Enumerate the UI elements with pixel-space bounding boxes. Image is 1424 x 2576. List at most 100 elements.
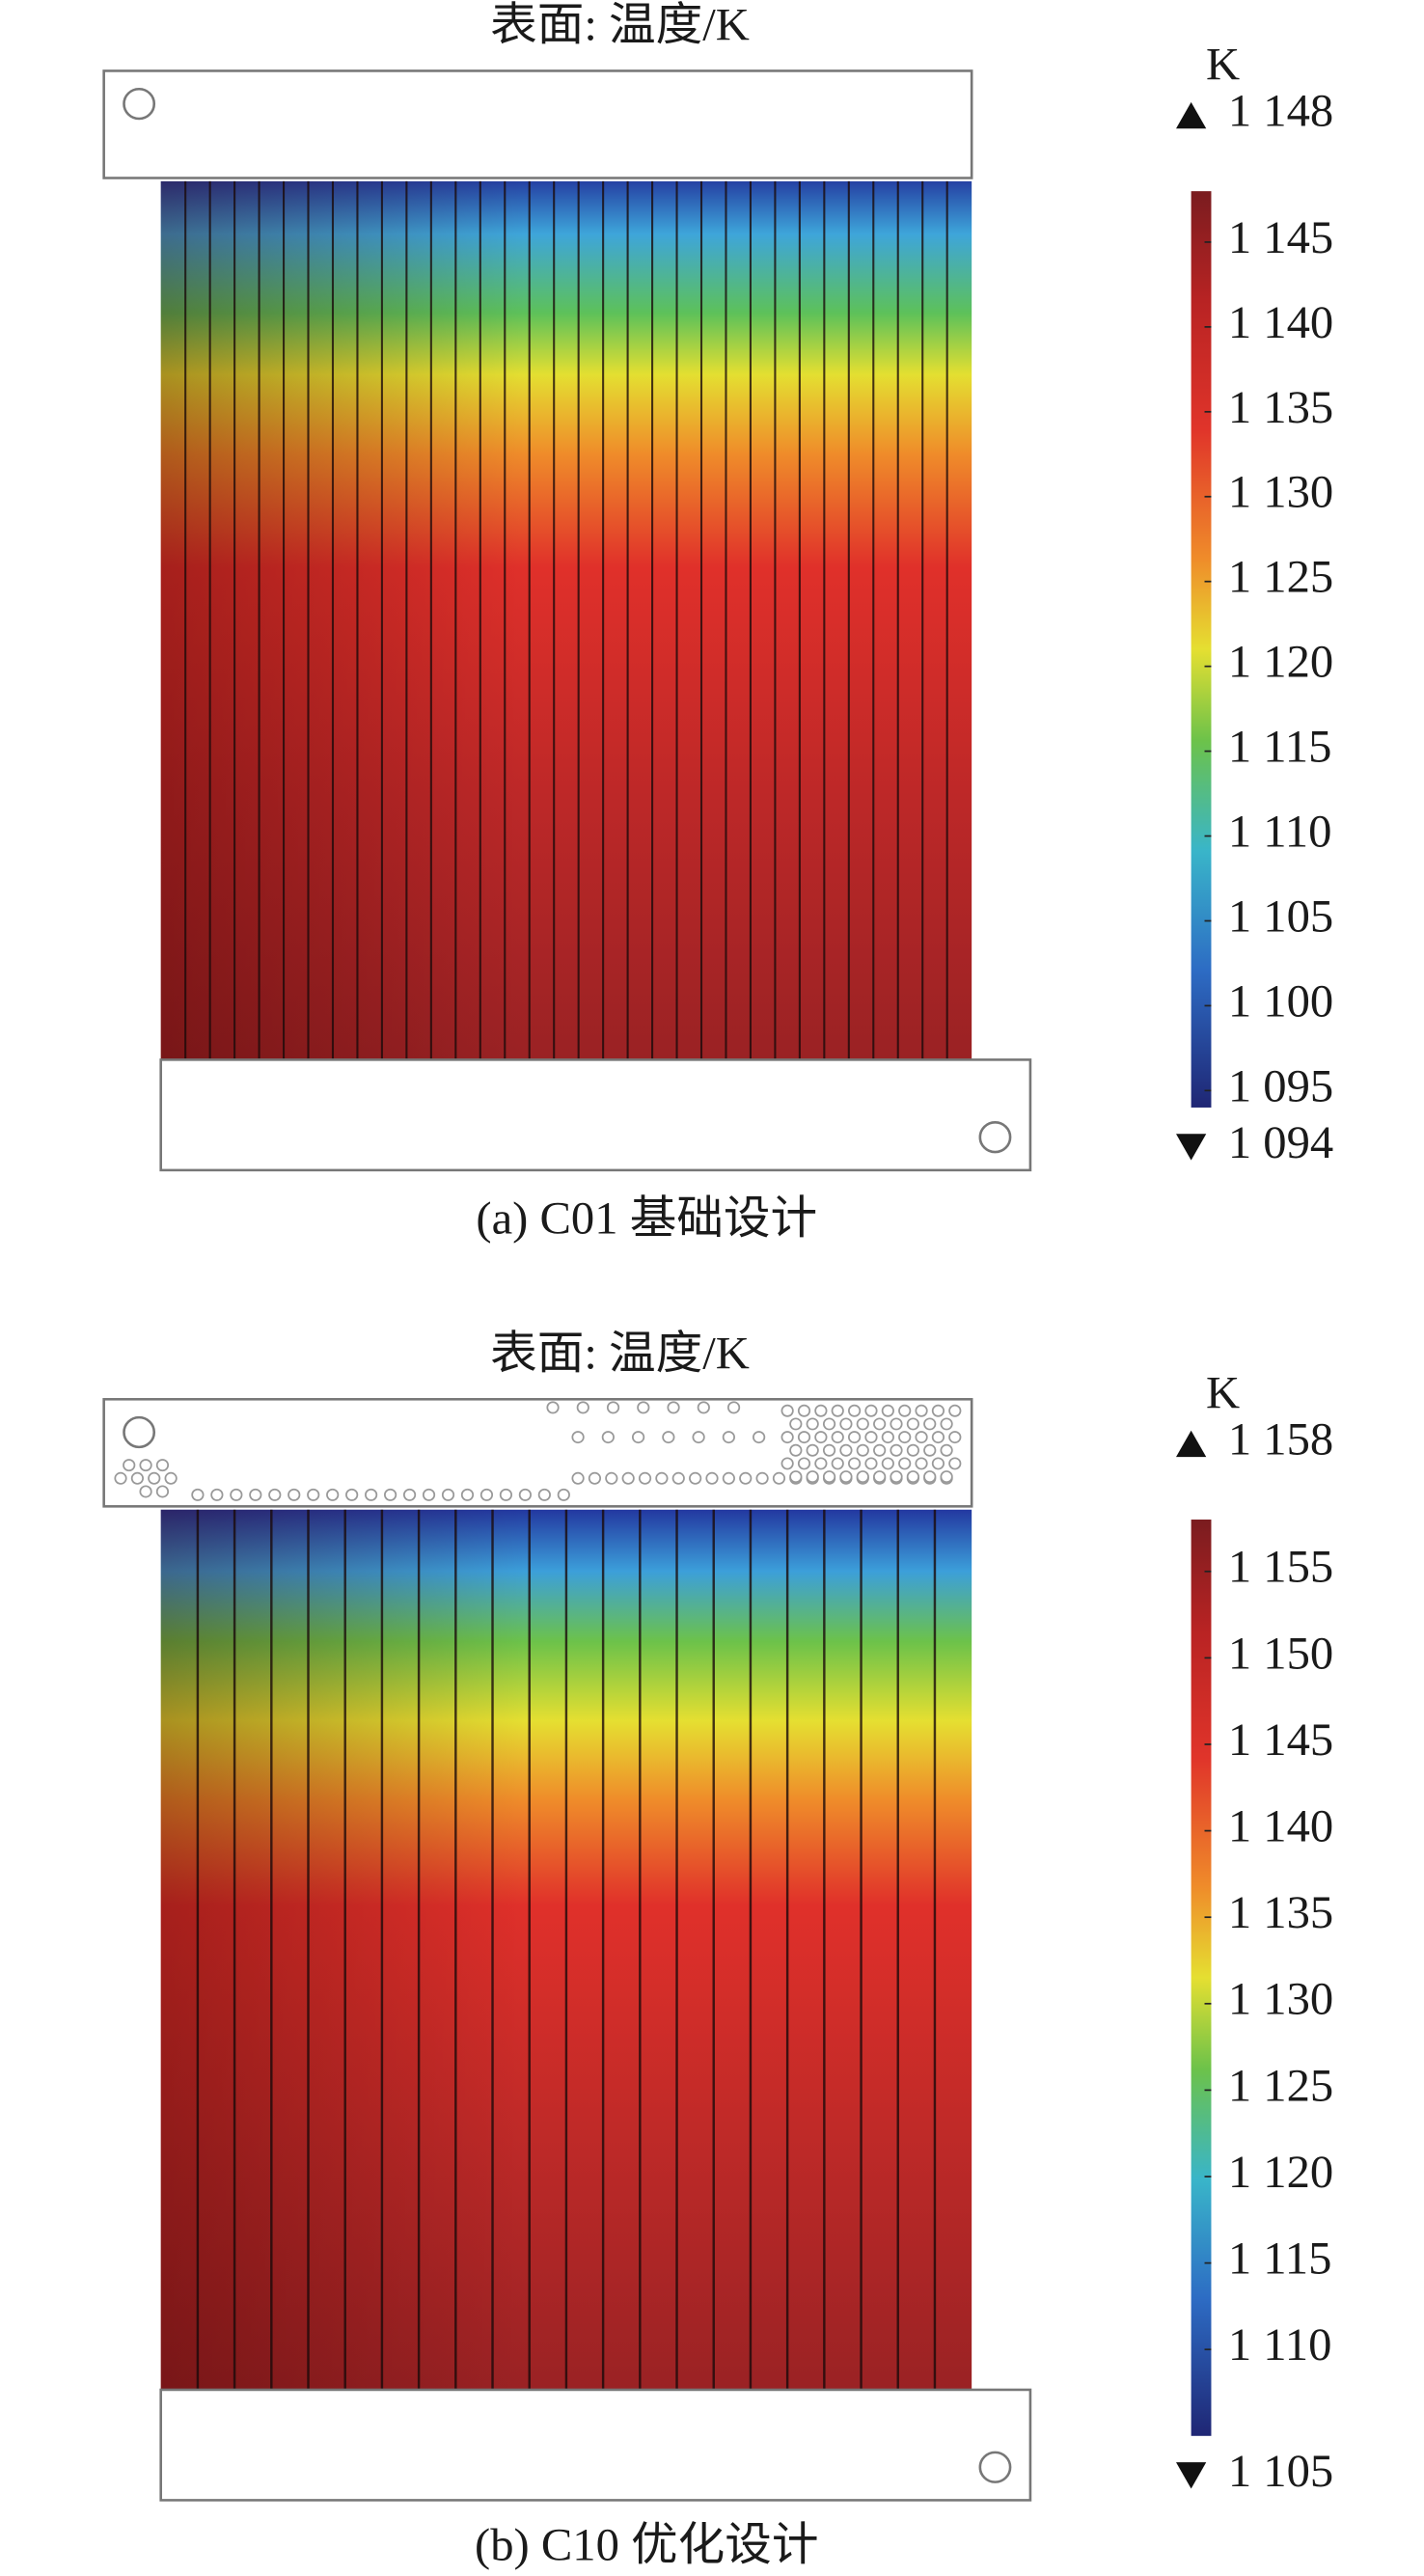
- hole: [383, 1488, 397, 1501]
- min-marker: [1176, 2462, 1207, 2489]
- hole: [898, 1431, 912, 1444]
- hole: [839, 1417, 853, 1431]
- hole: [130, 1471, 144, 1485]
- hole: [772, 1471, 786, 1485]
- min-label: 1 094: [1228, 1117, 1333, 1168]
- hole: [191, 1488, 205, 1501]
- hole: [139, 1459, 152, 1472]
- hole: [890, 1417, 903, 1431]
- hole: [822, 1443, 836, 1457]
- hole: [780, 1404, 794, 1417]
- colorbar-tick-label: 1 145: [1228, 1714, 1333, 1766]
- hole: [345, 1488, 359, 1501]
- hole: [789, 1417, 803, 1431]
- hole: [692, 1431, 705, 1444]
- hole: [326, 1488, 340, 1501]
- hole: [864, 1431, 878, 1444]
- hole: [739, 1471, 753, 1485]
- colorbar-tick-label: 1 115: [1228, 2233, 1332, 2285]
- hole: [881, 1431, 894, 1444]
- manifold: [159, 2388, 1032, 2502]
- colorbar-tick-label: 1 120: [1228, 2147, 1333, 2198]
- hole: [588, 1471, 602, 1485]
- colorbar-tick-label: 1 095: [1228, 1061, 1333, 1112]
- hole: [906, 1417, 919, 1431]
- hole: [726, 1401, 741, 1414]
- hole: [948, 1457, 962, 1470]
- colorbar-tick-label: 1 130: [1228, 467, 1333, 518]
- hole: [139, 1485, 152, 1498]
- max-label: 1 158: [1228, 1414, 1333, 1466]
- hole: [881, 1404, 894, 1417]
- colorbar-tick-label: 1 105: [1228, 891, 1333, 943]
- hole: [249, 1488, 262, 1501]
- hole: [890, 1470, 903, 1484]
- hole: [722, 1471, 735, 1485]
- hole: [230, 1488, 243, 1501]
- hole: [365, 1488, 378, 1501]
- hole: [831, 1457, 844, 1470]
- hole: [546, 1401, 560, 1414]
- hole: [671, 1471, 685, 1485]
- hole: [915, 1404, 928, 1417]
- hole: [873, 1443, 887, 1457]
- colorbar-tick-label: 1 125: [1228, 552, 1333, 603]
- max-label: 1 148: [1228, 86, 1333, 137]
- hole: [814, 1404, 828, 1417]
- hole: [307, 1488, 320, 1501]
- hole: [923, 1470, 937, 1484]
- port: [978, 1121, 1012, 1154]
- hole: [155, 1459, 170, 1472]
- hole: [839, 1443, 853, 1457]
- colorbar-tick-label: 1 130: [1228, 1974, 1333, 2025]
- hole: [155, 1485, 170, 1498]
- colorbar-tick-label: 1 155: [1228, 1542, 1333, 1593]
- hole: [114, 1471, 127, 1485]
- colorbar-tick-label: 1 120: [1228, 637, 1333, 688]
- hole: [780, 1457, 794, 1470]
- hole: [898, 1457, 912, 1470]
- hole: [606, 1401, 620, 1414]
- hole: [797, 1404, 811, 1417]
- hole: [422, 1488, 436, 1501]
- temperature-shade: [160, 180, 972, 1060]
- hole: [780, 1431, 794, 1444]
- hole: [123, 1459, 136, 1472]
- port: [123, 87, 156, 121]
- hole: [940, 1470, 953, 1484]
- colorbar-unit: K: [1206, 40, 1240, 91]
- hole: [931, 1431, 945, 1444]
- hole: [210, 1488, 224, 1501]
- hole: [864, 1457, 878, 1470]
- colorbar-tick-label: 1 110: [1228, 2320, 1332, 2371]
- port: [978, 2451, 1012, 2483]
- hole: [948, 1404, 962, 1417]
- hole: [689, 1471, 702, 1485]
- hole: [621, 1471, 635, 1485]
- hole: [848, 1457, 862, 1470]
- hole: [906, 1443, 919, 1457]
- hole: [268, 1488, 282, 1501]
- hole: [839, 1470, 853, 1484]
- hole: [915, 1431, 928, 1444]
- colorbar: [1191, 191, 1212, 1108]
- hole: [923, 1443, 937, 1457]
- min-label: 1 105: [1228, 2446, 1333, 2497]
- hole: [288, 1488, 301, 1501]
- colorbar-tick-label: 1 125: [1228, 2061, 1333, 2112]
- hole: [631, 1431, 645, 1444]
- max-marker: [1176, 1430, 1207, 1458]
- hole: [797, 1457, 811, 1470]
- caption: (a) C01 基础设计: [476, 1193, 817, 1245]
- hole: [931, 1457, 945, 1470]
- hole: [576, 1401, 589, 1414]
- hole: [856, 1470, 869, 1484]
- hole: [441, 1488, 455, 1501]
- hole: [571, 1471, 585, 1485]
- hole: [697, 1401, 710, 1414]
- hole: [806, 1417, 819, 1431]
- hole: [499, 1488, 513, 1501]
- colorbar: [1191, 1520, 1212, 2436]
- hole: [806, 1470, 819, 1484]
